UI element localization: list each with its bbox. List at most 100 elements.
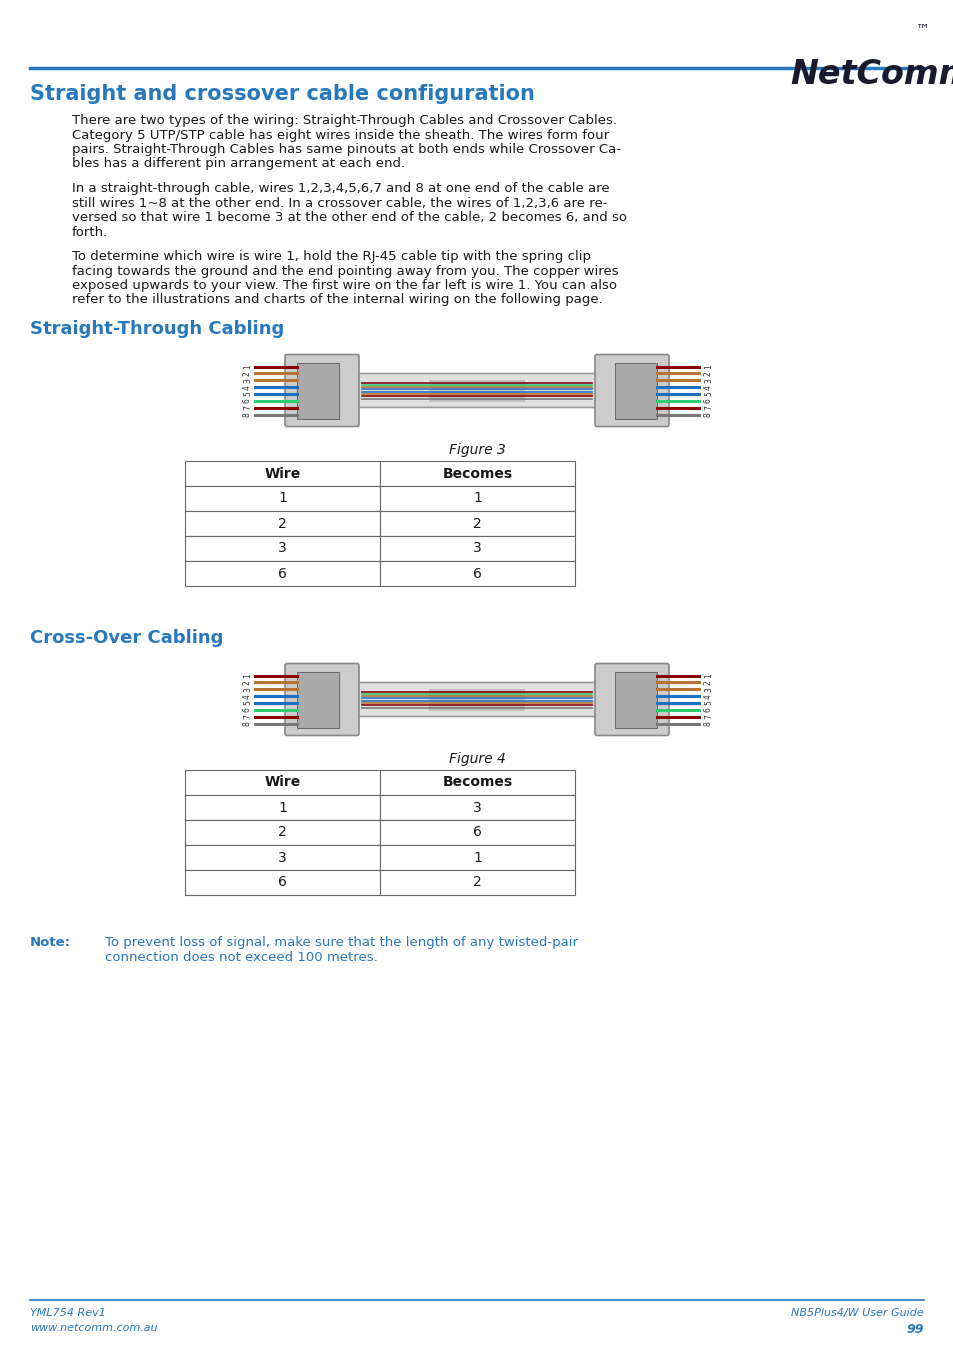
Text: refer to the illustrations and charts of the internal wiring on the following pa: refer to the illustrations and charts of… <box>71 294 602 306</box>
Text: Straight-Through Cabling: Straight-Through Cabling <box>30 320 284 338</box>
Text: 1: 1 <box>277 800 287 815</box>
Bar <box>379 460 575 486</box>
Bar <box>379 510 575 536</box>
Text: 2: 2 <box>703 371 712 375</box>
Bar <box>185 770 379 795</box>
Text: To prevent loss of signal, make sure that the length of any twisted-pair: To prevent loss of signal, make sure tha… <box>105 936 578 949</box>
Text: 1: 1 <box>243 673 252 678</box>
Text: 4: 4 <box>243 693 252 699</box>
Text: 7: 7 <box>243 405 252 410</box>
Text: Wire: Wire <box>264 776 300 789</box>
Text: 1: 1 <box>243 364 252 368</box>
Text: Straight and crossover cable configuration: Straight and crossover cable configurati… <box>30 84 535 104</box>
Bar <box>379 821 575 845</box>
Text: 6: 6 <box>277 876 287 890</box>
FancyBboxPatch shape <box>352 682 601 716</box>
Text: 3: 3 <box>703 686 712 692</box>
Text: 6: 6 <box>473 566 481 581</box>
Bar <box>185 845 379 871</box>
Text: Category 5 UTP/STP cable has eight wires inside the sheath. The wires form four: Category 5 UTP/STP cable has eight wires… <box>71 129 608 142</box>
Bar <box>185 795 379 821</box>
Text: 2: 2 <box>473 516 481 531</box>
Text: 1: 1 <box>703 364 712 368</box>
Text: exposed upwards to your view. The first wire on the far left is wire 1. You can : exposed upwards to your view. The first … <box>71 279 617 292</box>
Text: 99: 99 <box>905 1323 923 1336</box>
Text: 5: 5 <box>703 700 712 705</box>
Text: 1: 1 <box>473 850 481 864</box>
Bar <box>615 672 657 727</box>
Text: Note:: Note: <box>30 936 71 949</box>
Text: 7: 7 <box>703 714 712 719</box>
Bar <box>296 363 338 418</box>
Text: There are two types of the wiring: Straight-Through Cables and Crossover Cables.: There are two types of the wiring: Strai… <box>71 114 617 127</box>
Text: 3: 3 <box>243 378 252 383</box>
Text: 4: 4 <box>243 385 252 390</box>
Bar <box>379 561 575 586</box>
Text: YML754 Rev1: YML754 Rev1 <box>30 1308 106 1317</box>
Text: 3: 3 <box>473 542 481 555</box>
Bar <box>296 672 338 727</box>
Text: Wire: Wire <box>264 467 300 481</box>
Text: 4: 4 <box>703 385 712 390</box>
Text: pairs. Straight-Through Cables has same pinouts at both ends while Crossover Ca-: pairs. Straight-Through Cables has same … <box>71 144 620 156</box>
Text: 2: 2 <box>243 371 252 375</box>
Text: To determine which wire is wire 1, hold the RJ-45 cable tip with the spring clip: To determine which wire is wire 1, hold … <box>71 250 590 263</box>
Text: 2: 2 <box>473 876 481 890</box>
Bar <box>185 510 379 536</box>
Text: 6: 6 <box>277 566 287 581</box>
Text: 2: 2 <box>278 826 287 839</box>
FancyBboxPatch shape <box>352 374 601 408</box>
Text: forth.: forth. <box>71 226 108 238</box>
Bar <box>615 363 657 418</box>
Text: 8: 8 <box>243 722 252 726</box>
Text: 3: 3 <box>278 542 287 555</box>
Text: Becomes: Becomes <box>442 776 512 789</box>
Text: 5: 5 <box>243 700 252 705</box>
Bar <box>379 871 575 895</box>
Bar <box>185 561 379 586</box>
Text: 6: 6 <box>243 398 252 403</box>
Bar <box>185 871 379 895</box>
Text: connection does not exceed 100 metres.: connection does not exceed 100 metres. <box>105 951 377 964</box>
Bar <box>379 770 575 795</box>
Text: NetComm: NetComm <box>789 58 953 91</box>
Text: 2: 2 <box>243 680 252 685</box>
Text: 2: 2 <box>278 516 287 531</box>
Text: 6: 6 <box>703 707 712 712</box>
Text: 6: 6 <box>243 707 252 712</box>
FancyBboxPatch shape <box>285 663 358 735</box>
Text: 7: 7 <box>243 714 252 719</box>
Text: facing towards the ground and the end pointing away from you. The copper wires: facing towards the ground and the end po… <box>71 264 618 278</box>
Text: ™: ™ <box>915 22 929 37</box>
Text: 7: 7 <box>703 405 712 410</box>
Text: 3: 3 <box>243 686 252 692</box>
Bar <box>429 379 524 402</box>
Text: still wires 1~8 at the other end. In a crossover cable, the wires of 1,2,3,6 are: still wires 1~8 at the other end. In a c… <box>71 196 607 210</box>
FancyBboxPatch shape <box>595 355 668 427</box>
Text: 2: 2 <box>703 680 712 685</box>
Text: Figure 3: Figure 3 <box>448 443 505 458</box>
Text: versed so that wire 1 become 3 at the other end of the cable, 2 becomes 6, and s: versed so that wire 1 become 3 at the ot… <box>71 211 626 223</box>
Text: 3: 3 <box>278 850 287 864</box>
Bar <box>379 795 575 821</box>
Text: bles has a different pin arrangement at each end.: bles has a different pin arrangement at … <box>71 157 405 171</box>
Text: 5: 5 <box>703 391 712 397</box>
Text: 8: 8 <box>703 412 712 417</box>
Text: 8: 8 <box>243 412 252 417</box>
Text: 8: 8 <box>703 722 712 726</box>
Bar <box>185 486 379 510</box>
Text: 4: 4 <box>703 693 712 699</box>
Text: In a straight-through cable, wires 1,2,3,4,5,6,7 and 8 at one end of the cable a: In a straight-through cable, wires 1,2,3… <box>71 181 609 195</box>
Bar <box>185 536 379 561</box>
Bar <box>379 486 575 510</box>
Text: 6: 6 <box>703 398 712 403</box>
Text: 3: 3 <box>703 378 712 383</box>
Text: Cross-Over Cabling: Cross-Over Cabling <box>30 630 223 647</box>
Text: 5: 5 <box>243 391 252 397</box>
Bar <box>379 536 575 561</box>
Text: www.netcomm.com.au: www.netcomm.com.au <box>30 1323 157 1332</box>
Text: 1: 1 <box>473 492 481 505</box>
FancyBboxPatch shape <box>285 355 358 427</box>
Bar <box>429 688 524 711</box>
Bar <box>185 460 379 486</box>
